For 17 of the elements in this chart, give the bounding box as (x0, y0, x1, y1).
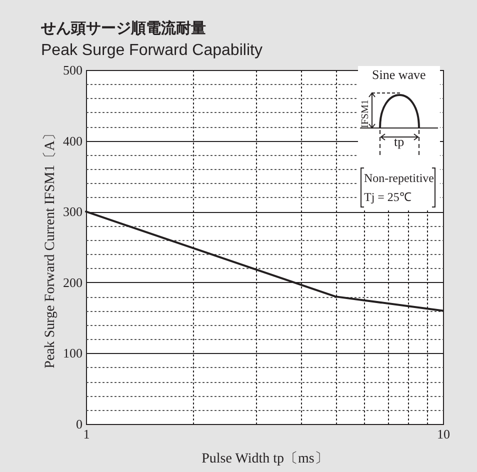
chart-subtitle: Peak Surge Forward Capability (41, 42, 262, 59)
annotation: IFSM1 (360, 100, 371, 128)
y-tick-label: 0 (76, 416, 82, 432)
x-tick-label: 1 (83, 426, 90, 442)
annotation: Sine wave (372, 67, 426, 83)
x-tick-label: 10 (437, 426, 450, 442)
chart-title: せん頭サージ順電流耐量 (40, 19, 206, 37)
x-axis-title: Pulse Width tp〔ms〕 (202, 450, 328, 466)
y-tick-label: 100 (63, 346, 82, 361)
y-tick-label: 300 (63, 204, 82, 220)
y-axis-title: Peak Surge Forward Current IFSM1〔A〕 (42, 126, 58, 368)
annotation: Non-repetitive (364, 171, 434, 186)
y-tick-label: 200 (63, 274, 82, 290)
y-tick-label: 500 (63, 62, 82, 78)
y-tick-label: 400 (63, 133, 82, 148)
annotation: Tj = 25℃ (364, 189, 412, 205)
annotation: tp (394, 134, 404, 150)
